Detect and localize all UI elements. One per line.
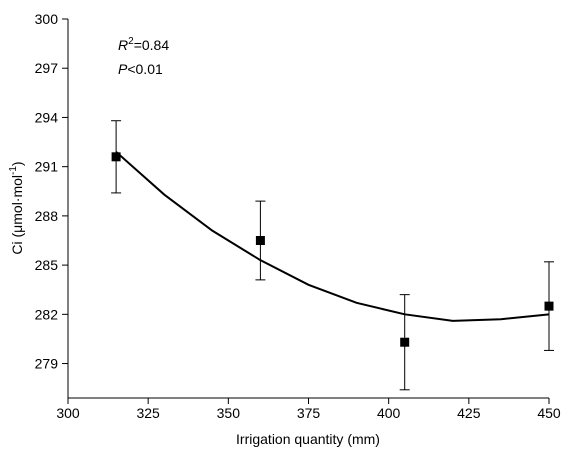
x-tick-label: 425 xyxy=(457,405,481,421)
x-tick-label: 350 xyxy=(217,405,241,421)
y-title-end: ) xyxy=(9,161,25,166)
y-tick-label: 297 xyxy=(35,60,59,76)
y-tick-label: 291 xyxy=(35,159,59,175)
y-tick-label: 285 xyxy=(35,257,59,273)
y-tick-label: 294 xyxy=(35,109,59,125)
y-tick-label: 279 xyxy=(35,356,59,372)
y-tick-label: 300 xyxy=(35,11,59,27)
y-tick-label: 282 xyxy=(35,306,59,322)
y-axis-title: Ci (μmol·mol-1) xyxy=(8,161,25,254)
y-tick-label: 288 xyxy=(35,208,59,224)
x-axis-title: Irrigation quantity (mm) xyxy=(236,431,380,447)
r-sup: 2 xyxy=(128,36,134,47)
x-tick-label: 375 xyxy=(297,405,321,421)
r-value: =0.84 xyxy=(134,37,170,53)
p-label: P xyxy=(118,61,128,77)
x-tick-label: 450 xyxy=(537,405,561,421)
annotation: R2=0.84 xyxy=(118,36,169,53)
fit-curve xyxy=(115,151,550,322)
point xyxy=(111,152,121,162)
point xyxy=(544,301,554,311)
r-label: R xyxy=(118,37,128,53)
point xyxy=(400,337,410,347)
y-title-main: Ci (μmol·mol xyxy=(9,175,25,255)
x-tick-label: 325 xyxy=(136,405,160,421)
point xyxy=(255,235,265,245)
x-tick-label: 400 xyxy=(377,405,401,421)
y-title-sup: -1 xyxy=(8,166,19,175)
annotation: P<0.01 xyxy=(118,61,163,77)
p-value: <0.01 xyxy=(127,61,163,77)
x-tick-label: 300 xyxy=(56,405,80,421)
